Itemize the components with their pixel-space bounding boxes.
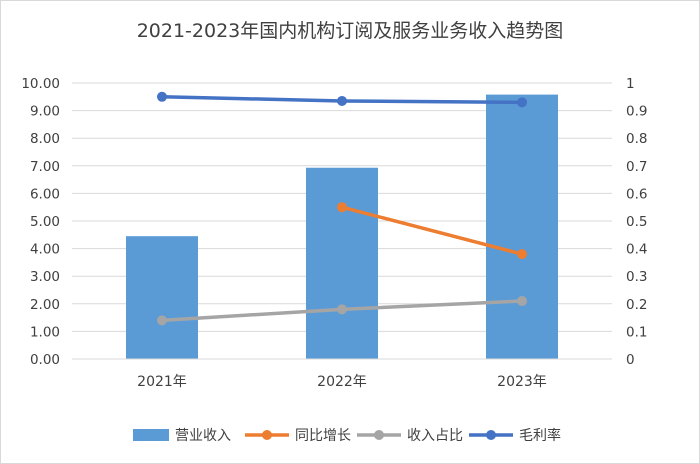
right-tick-label: 0.7 [626,159,647,175]
right-tick-label: 0.2 [626,297,647,313]
point-收入占比 [157,315,167,326]
legend-label: 毛利率 [519,427,561,444]
line-series [157,91,527,326]
right-tick-label: 1 [626,76,635,92]
bar-series [126,94,558,359]
left-axis-ticks: 0.00 1.00 2.00 3.00 4.00 5.00 6.00 7.00 8.00 9.00… [21,76,60,368]
right-tick-label: 0.6 [626,186,647,202]
bar-revenue [126,236,198,359]
right-tick-label: 0.8 [626,131,647,147]
left-tick-label: 5.00 [30,214,60,230]
right-tick-label: 0.3 [626,269,647,285]
point-收入占比 [517,296,527,307]
left-tick-label: 4.00 [30,242,60,258]
right-tick-label: 0.4 [626,242,647,258]
legend-swatch-marker [374,430,384,440]
x-tick-label: 2021年 [137,374,187,390]
legend-swatch-marker [262,430,272,440]
point-同比增长 [517,249,527,260]
right-tick-label: 0.9 [626,104,647,120]
left-tick-label: 6.00 [30,186,60,202]
legend-label: 收入占比 [407,428,463,444]
point-毛利率 [157,91,167,102]
x-axis-ticks: 2021年 2022年 2023年 [137,374,547,390]
left-tick-label: 2.00 [30,297,60,313]
left-tick-label: 7.00 [30,159,60,175]
point-毛利率 [337,95,347,106]
right-tick-label: 0.5 [626,214,647,230]
point-毛利率 [517,97,527,108]
x-tick-label: 2023年 [497,374,547,390]
line-同比增长 [340,205,524,256]
legend-swatch-marker [486,430,496,440]
right-axis-ticks: 0 0.1 0.2 0.3 0.4 0.5 0.6 0.7 0.8 0.9 1 [626,76,647,368]
legend-swatch-bar [133,429,169,441]
left-tick-label: 9.00 [30,104,60,120]
left-tick-label: 10.00 [21,76,60,92]
left-tick-label: 3.00 [30,269,60,285]
x-tick-label: 2022年 [317,374,367,390]
right-tick-label: 0 [626,352,635,368]
left-tick-label: 1.00 [30,324,60,340]
bar-revenue [486,94,558,359]
right-tick-label: 0.1 [626,324,647,340]
legend-label: 同比增长 [295,428,351,444]
left-tick-label: 0.00 [30,352,60,368]
bar-revenue [306,167,378,359]
legend: 营业收入 同比增长 收入占比 毛利率 [133,427,561,444]
chart-title: 2021-2023年国内机构订阅及服务业务收入趋势图 [137,20,564,42]
legend-label: 营业收入 [175,428,231,444]
point-同比增长 [337,202,347,213]
left-tick-label: 8.00 [30,131,60,147]
point-收入占比 [337,304,347,315]
